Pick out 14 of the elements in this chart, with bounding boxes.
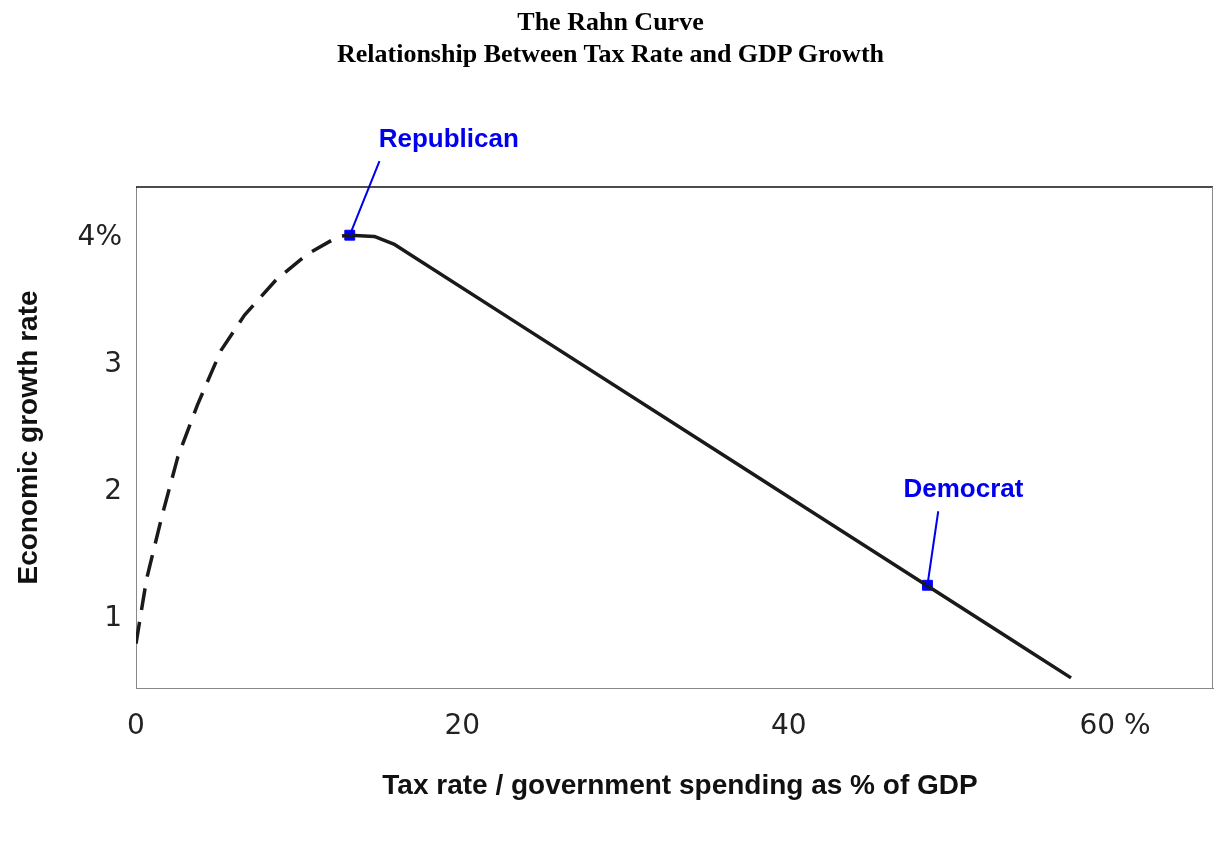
- annotation: Republican: [378, 123, 519, 154]
- x-axis-title: Tax rate / government spending as % of GDP: [381, 768, 979, 802]
- y-tick-label: 3: [104, 345, 122, 379]
- chart-subtitle: Relationship Between Tax Rate and GDP Growth: [336, 38, 885, 70]
- chart-title: The Rahn Curve: [516, 6, 705, 38]
- y-tick-label: 1: [104, 599, 122, 633]
- y-axis-title: Economic growth rate: [11, 290, 43, 585]
- y-tick-label: 4%: [77, 219, 122, 253]
- x-tick-label: 0: [127, 708, 145, 742]
- x-tick-label: 20: [444, 708, 481, 742]
- x-tick-label: 40: [770, 708, 807, 742]
- x-tick-label: 60 %: [1079, 708, 1151, 742]
- annotation: Democrat: [903, 473, 1024, 504]
- y-tick-label: 2: [104, 472, 122, 506]
